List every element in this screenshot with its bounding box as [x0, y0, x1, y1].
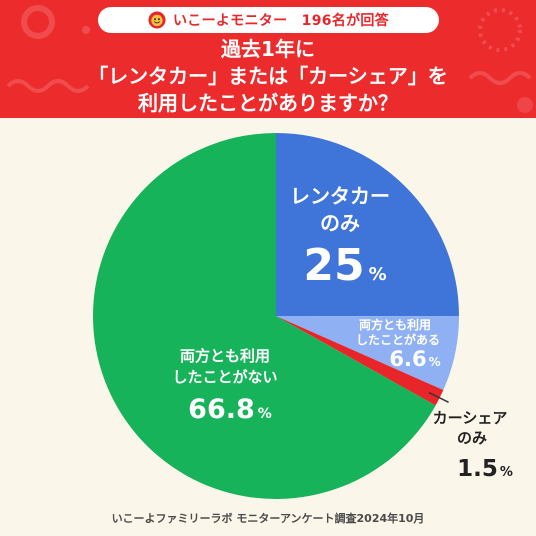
- header-banner: いこーよモニター 196名が回答 過去1年に 「レンタカー」または「カーシェア」…: [0, 0, 536, 118]
- ikoyo-logo-icon: [148, 11, 166, 29]
- carshare-value-number: 1.5: [457, 456, 498, 482]
- never-used-value-unit: %: [258, 406, 272, 422]
- rental-value: 25%: [303, 240, 386, 291]
- respondent-badge: いこーよモニター 196名が回答: [98, 7, 439, 33]
- slice-labels: レンタカー のみ 25% 両方とも利用 したことがある 6.6% カーシェア の…: [172, 184, 512, 482]
- never-used-value: 66.8%: [188, 394, 272, 425]
- slice-never-used: [92, 133, 436, 500]
- question-line-1: 過去1年に: [221, 37, 315, 61]
- slice-both-used: [276, 316, 459, 391]
- survey-source: いこーよファミリーラボ モニターアンケート調査2024年10月: [111, 512, 425, 525]
- both-used-label-line-1: 両方とも利用: [359, 317, 431, 332]
- slice-carshare-only: [276, 316, 444, 406]
- slice-rental-only: [276, 133, 460, 317]
- carshare-value: 1.5%: [457, 456, 513, 482]
- pie-slices: [92, 133, 460, 500]
- carshare-label-line-2: のみ: [457, 429, 487, 447]
- never-used-value-number: 66.8: [188, 394, 255, 425]
- rental-value-unit: %: [369, 264, 387, 285]
- both-used-label-line-2: したことがある: [356, 332, 440, 347]
- both-used-value-unit: %: [429, 355, 441, 369]
- carshare-value-unit: %: [500, 465, 513, 480]
- never-used-label-line-1: 両方とも利用: [180, 347, 270, 365]
- question-line-2: 「レンタカー」または「カーシェア」を: [88, 64, 448, 88]
- pie-chart: レンタカー のみ 25% 両方とも利用 したことがある 6.6% カーシェア の…: [92, 133, 513, 500]
- leader-line-carshare: [428, 391, 449, 403]
- both-used-value: 6.6%: [389, 347, 440, 371]
- rental-label-line-1: レンタカー: [290, 184, 390, 208]
- badge-text: いこーよモニター 196名が回答: [172, 13, 390, 29]
- question-line-3: 利用したことがありますか？: [138, 91, 398, 115]
- both-used-value-number: 6.6: [389, 347, 426, 371]
- carshare-label-line-1: カーシェア: [433, 409, 508, 427]
- rental-label-line-2: のみ: [320, 211, 360, 235]
- never-used-label-line-2: したことがない: [172, 368, 277, 386]
- rental-value-number: 25: [303, 240, 364, 291]
